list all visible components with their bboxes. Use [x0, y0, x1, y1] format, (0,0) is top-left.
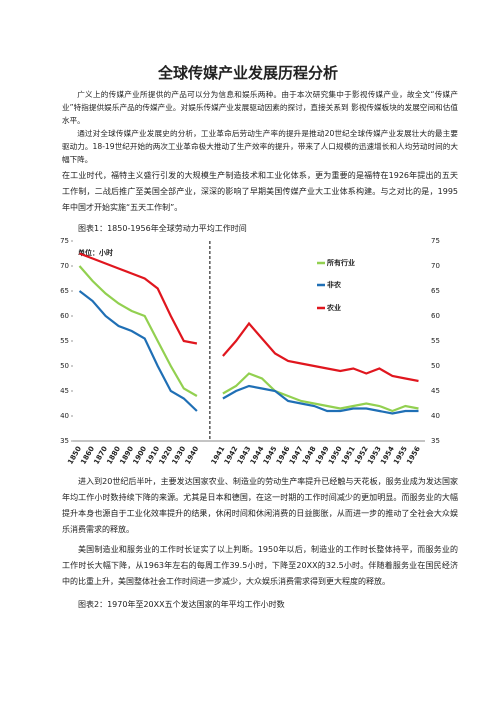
x-tick-label: 1956	[405, 445, 422, 466]
y-tick-label: 35	[60, 437, 69, 445]
y2-tick-label: 40	[431, 412, 440, 420]
y-tick-label: 50	[60, 362, 69, 370]
y2-tick-label: 75	[431, 237, 440, 245]
paragraph: 美国制造业和服务业的工作时长证实了以上判断。1950年以后，制造业的工作时长整体…	[62, 545, 458, 586]
paragraph: 在工业时代，福特主义盛行引发的大规模生产制造技术和工业化体系，更为重要的是福特在…	[62, 171, 458, 212]
y2-tick-label: 50	[431, 362, 440, 370]
y2-tick-label: 60	[431, 312, 440, 320]
y2-tick-label: 65	[431, 287, 440, 295]
x-tick-label: 1940	[184, 445, 201, 466]
paragraph: 通过对全球传媒产业发展史的分析，工业革命后劳动生产率的提升是推动20世纪全球传媒…	[62, 129, 458, 164]
legend-label: 农业	[326, 303, 341, 312]
y-tick-label: 70	[60, 262, 69, 270]
title: 全球传媒产业发展历程分析	[157, 64, 338, 82]
legend-label: 所有行业	[327, 258, 355, 267]
y2-tick-label: 45	[431, 387, 440, 395]
y-tick-label: 75	[60, 237, 69, 245]
y-tick-label: 55	[60, 337, 69, 345]
y-tick-label: 65	[60, 287, 69, 295]
y-tick-label: 45	[60, 387, 69, 395]
y2-tick-label: 35	[431, 437, 440, 445]
chart: 35 40 45 50 55 60 65 70 75 35 40 45 50 55 60 65 70 75 单位：小…	[60, 237, 440, 466]
caption: 图表2：1970年至20XX五个发达国家的年平均工作小时数	[78, 600, 285, 609]
paragraph: 广义上的传媒产业所提供的产品可以分为信息和娱乐两种。由于本次研究集中于影视传媒产…	[62, 90, 458, 125]
caption: 图表1：1850-1956年全球劳动力平均工作时间	[78, 224, 247, 233]
line-series	[78, 290, 419, 415]
legend-label: 非农	[327, 280, 341, 289]
y-tick-label: 60	[60, 312, 69, 320]
line-series	[78, 265, 419, 413]
y2-tick-label: 55	[431, 337, 440, 345]
y2-tick-label: 70	[431, 262, 440, 270]
line-series	[79, 252, 419, 383]
y-tick-label: 40	[60, 412, 69, 420]
paragraph: 进入到20世纪后半叶，主要发达国家农业、制造业的劳动生产率提升已经触与天花板，服…	[62, 477, 458, 534]
unit-label: 单位：小时	[78, 248, 113, 257]
